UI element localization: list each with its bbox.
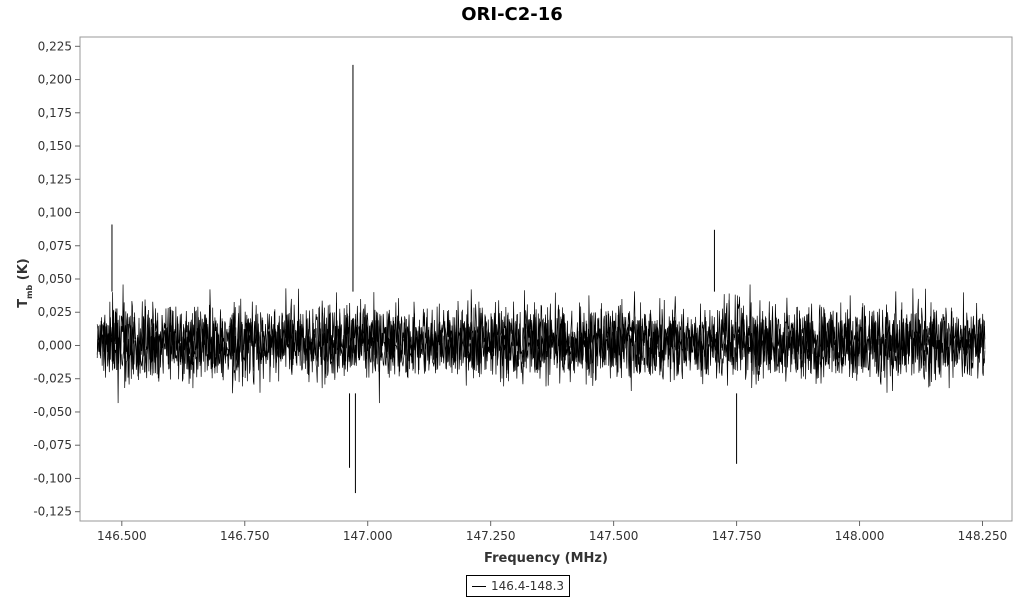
x-tick-label: 148.000 [835,529,885,543]
x-axis: 146.500 146.750 147.000 147.250 147.500 147.7… [97,521,1007,543]
y-tick-label: 0,200 [38,73,72,87]
y-tick-label: 0,000 [38,338,72,352]
y-tick-label: 0,125 [38,172,72,186]
y-tick-label: 0,150 [38,139,72,153]
x-axis-title: Frequency (MHz) [484,551,608,566]
y-axis-title-main: T [16,299,31,308]
x-tick-label: 147.500 [589,529,639,543]
spectrum-trace [96,284,986,404]
y-tick-label: 0,175 [38,106,72,120]
trace-segment [96,289,986,404]
x-tick-label: 146.500 [97,529,147,543]
y-tick-label: 0,100 [38,206,72,220]
chart-title: ORI-C2-16 [461,4,563,25]
y-tick-label: 0,050 [38,272,72,286]
x-tick-label: 148.250 [958,529,1008,543]
x-tick-label: 147.250 [466,529,516,543]
y-tick-label: 0,225 [38,39,72,53]
plot-area [79,36,1013,522]
y-axis-title-subscript: mb [25,285,34,299]
trace-segment [96,284,986,404]
legend: 146.4-148.3 [466,575,571,597]
legend-label: 146.4-148.3 [491,579,565,593]
peak-markers [111,64,738,494]
y-axis-title-unit: (K) [16,258,31,284]
y-axis-title: Tmb (K) [16,258,34,307]
y-tick-label: 0,075 [38,239,72,253]
y-tick-label: -0,025 [33,372,72,386]
y-axis: -0,125 -0,100 -0,075 -0,050 -0,025 0,000 0,025… [33,39,80,519]
y-tick-label: -0,075 [33,438,72,452]
x-tick-label: 146.750 [220,529,270,543]
x-tick-label: 147.750 [712,529,762,543]
y-tick-label: -0,100 [33,471,72,485]
legend-swatch [472,585,486,587]
y-tick-label: -0,050 [33,405,72,419]
x-tick-label: 147.000 [343,529,393,543]
y-tick-label: -0,125 [33,505,72,519]
y-tick-label: 0,025 [38,305,72,319]
